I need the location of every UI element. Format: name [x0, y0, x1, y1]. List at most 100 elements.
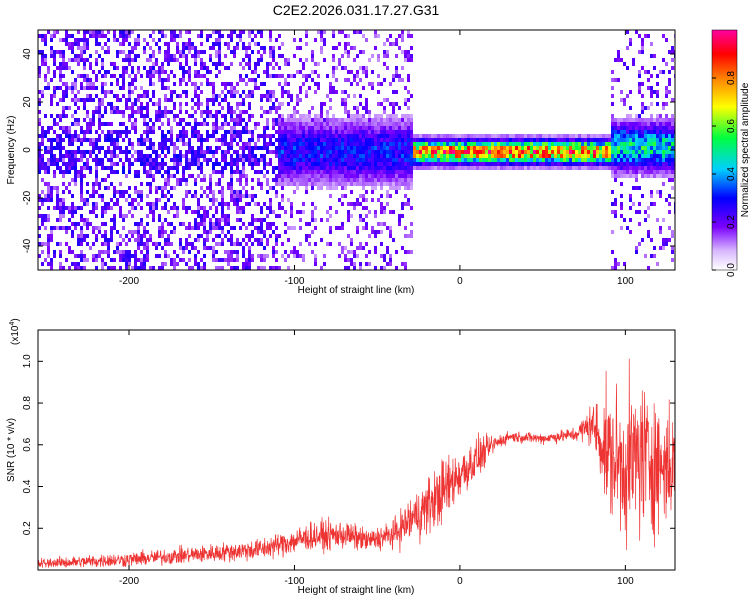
spectrogram-cell [179, 122, 182, 126]
spectrogram-cell [329, 182, 332, 186]
spectrogram-cell [188, 30, 191, 34]
spectrogram-cell [134, 98, 137, 102]
spectrogram-cell [89, 130, 92, 134]
spectrogram-cell [128, 254, 131, 258]
spectrogram-cell [431, 154, 434, 158]
spectrogram-cell [458, 146, 461, 150]
spectrogram-cell [173, 162, 176, 166]
spectrogram-cell [188, 114, 191, 118]
spectrogram-cell [47, 170, 50, 174]
spectrogram-cell [365, 222, 368, 226]
spectrogram-cell [437, 150, 440, 154]
spectrogram-cell [224, 234, 227, 238]
spectrogram-cell [218, 266, 221, 270]
spectrogram-cell [641, 50, 644, 54]
spectrogram-cell [236, 142, 239, 146]
spectrogram-cell [611, 78, 614, 82]
spectrogram-cell [323, 146, 326, 150]
spectrogram-cell [671, 98, 674, 102]
spectrogram-cell [338, 198, 341, 202]
spectrogram-cell [335, 134, 338, 138]
spectrogram-cell [410, 54, 413, 58]
spectrogram-cell [311, 142, 314, 146]
spectrogram-cell [386, 158, 389, 162]
spectrogram-cell [107, 150, 110, 154]
spectrogram-cell [302, 142, 305, 146]
spectrogram-cell [332, 54, 335, 58]
spectrogram-cell [170, 222, 173, 226]
spectrogram-cell [644, 150, 647, 154]
spectrogram-cell [140, 158, 143, 162]
spectrogram-cell [353, 206, 356, 210]
spectrogram-cell [653, 170, 656, 174]
spectrogram-cell [341, 166, 344, 170]
spectrogram-cell [368, 110, 371, 114]
spectrogram-cell [86, 126, 89, 130]
spectrogram-cell [125, 134, 128, 138]
spectrogram-cell [107, 146, 110, 150]
spectrogram-cell [68, 130, 71, 134]
spectrogram-cell [380, 194, 383, 198]
spectrogram-cell [224, 138, 227, 142]
spectrogram-cell [266, 178, 269, 182]
spectrogram-cell [410, 34, 413, 38]
spectrogram-cell [185, 178, 188, 182]
spectrogram-cell [107, 30, 110, 34]
spectrogram-cell [101, 34, 104, 38]
spectrogram-cell [611, 118, 614, 122]
spectrogram-cell [383, 50, 386, 54]
spectrogram-cell [374, 154, 377, 158]
spectrogram-cell [662, 162, 665, 166]
spectrogram-cell [374, 170, 377, 174]
spectrogram-cell [65, 166, 68, 170]
spectrogram-cell [641, 238, 644, 242]
spectrogram-cell [626, 118, 629, 122]
spectrogram-cell [137, 234, 140, 238]
spectrogram-cell [299, 182, 302, 186]
spectrogram-cell [356, 254, 359, 258]
spectrogram-cell [629, 138, 632, 142]
spectrogram-cell [476, 146, 479, 150]
spectrogram-cell [365, 174, 368, 178]
spectrogram-cell [335, 186, 338, 190]
spectrogram-cell [356, 158, 359, 162]
spectrogram-cell [302, 170, 305, 174]
spectrogram-cell [221, 174, 224, 178]
spectrogram-cell [359, 118, 362, 122]
snr-y-tick-label: 0.4 [22, 479, 33, 493]
spectrogram-cell [380, 102, 383, 106]
spectrogram-cell [77, 146, 80, 150]
spectrogram-cell [401, 262, 404, 266]
spectrogram-cell [662, 106, 665, 110]
spectrogram-cell [311, 106, 314, 110]
spectrogram-cell [629, 154, 632, 158]
spectrogram-cell [68, 246, 71, 250]
spectrogram-cell [251, 146, 254, 150]
spectrogram-cell [74, 130, 77, 134]
spectrogram-cell [95, 138, 98, 142]
spectrogram-cell [653, 126, 656, 130]
spectrogram-cell [59, 50, 62, 54]
spectrogram-cell [545, 134, 548, 138]
spectrogram-cell [212, 250, 215, 254]
spectrogram-cell [101, 258, 104, 262]
spectrogram-cell [320, 266, 323, 270]
spectrogram-cell [266, 134, 269, 138]
spectrogram-cell [224, 162, 227, 166]
spectrogram-cell [59, 98, 62, 102]
spectrogram-cell [251, 158, 254, 162]
spectrogram-cell [452, 142, 455, 146]
spectrogram-cell [293, 158, 296, 162]
spectrogram-cell [188, 190, 191, 194]
spectrogram-cell [650, 114, 653, 118]
spectrogram-cell [335, 122, 338, 126]
spectrogram-cell [302, 126, 305, 130]
spectrogram-cell [44, 134, 47, 138]
spectrogram-cell [143, 254, 146, 258]
spectrogram-cell [248, 46, 251, 50]
spectrogram-cell [269, 186, 272, 190]
spectrogram-cell [218, 42, 221, 46]
spectrogram-cell [362, 138, 365, 142]
spectrogram-cell [536, 166, 539, 170]
spectrogram-cell [347, 266, 350, 270]
